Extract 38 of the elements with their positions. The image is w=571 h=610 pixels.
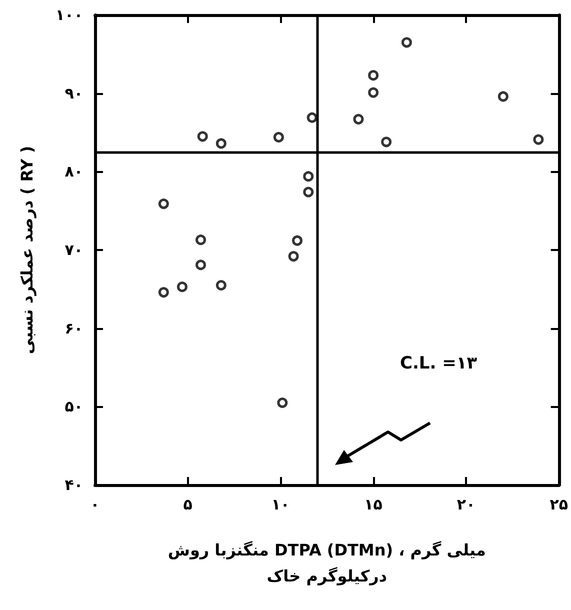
annotation: C.L. =۱۳ (400, 354, 478, 374)
point (216, 138, 226, 149)
x-tick-label: ۲۰ (456, 496, 476, 514)
point (277, 398, 288, 408)
y-tick-label: ۶۰ (64, 319, 83, 338)
point (292, 235, 302, 246)
point (196, 234, 206, 246)
point (401, 37, 412, 48)
point (368, 87, 379, 98)
point (533, 134, 544, 145)
point (158, 287, 169, 298)
point (288, 251, 299, 262)
point (381, 136, 392, 148)
point (216, 280, 226, 290)
point (303, 171, 314, 182)
x-tick-label: ۲۵ (550, 496, 568, 514)
x-axis-title: منگنزبا روش DTPA (DTMn) ، میلی گرم درکیلوگرم خاک (168, 540, 486, 586)
y-tick-label: ۸۰ (64, 162, 83, 181)
point (353, 114, 364, 124)
point (158, 198, 169, 210)
y-tick-label: ۹۰ (64, 84, 83, 102)
x-tick-label: ۱۰ (271, 496, 290, 514)
x-tick-label: ۵ (183, 496, 192, 514)
point (196, 260, 206, 270)
point (273, 132, 284, 142)
point (176, 282, 188, 292)
y-tick-label: ۷۰ (64, 241, 83, 259)
y-tick-label: ۵۰ (64, 398, 83, 416)
x-tick-label: ۱۵ (364, 496, 382, 514)
point (306, 112, 318, 123)
point (368, 70, 379, 81)
point (498, 91, 508, 102)
point (303, 186, 314, 198)
x-tick-label: ۰ (90, 496, 100, 514)
y-tick-label: ۱۰۰ (56, 6, 83, 24)
y-tick-label: ۴۰ (64, 476, 83, 494)
point (197, 131, 208, 142)
y-axis-title: درصد عملکرد نسبی ( RY ) (18, 146, 36, 354)
